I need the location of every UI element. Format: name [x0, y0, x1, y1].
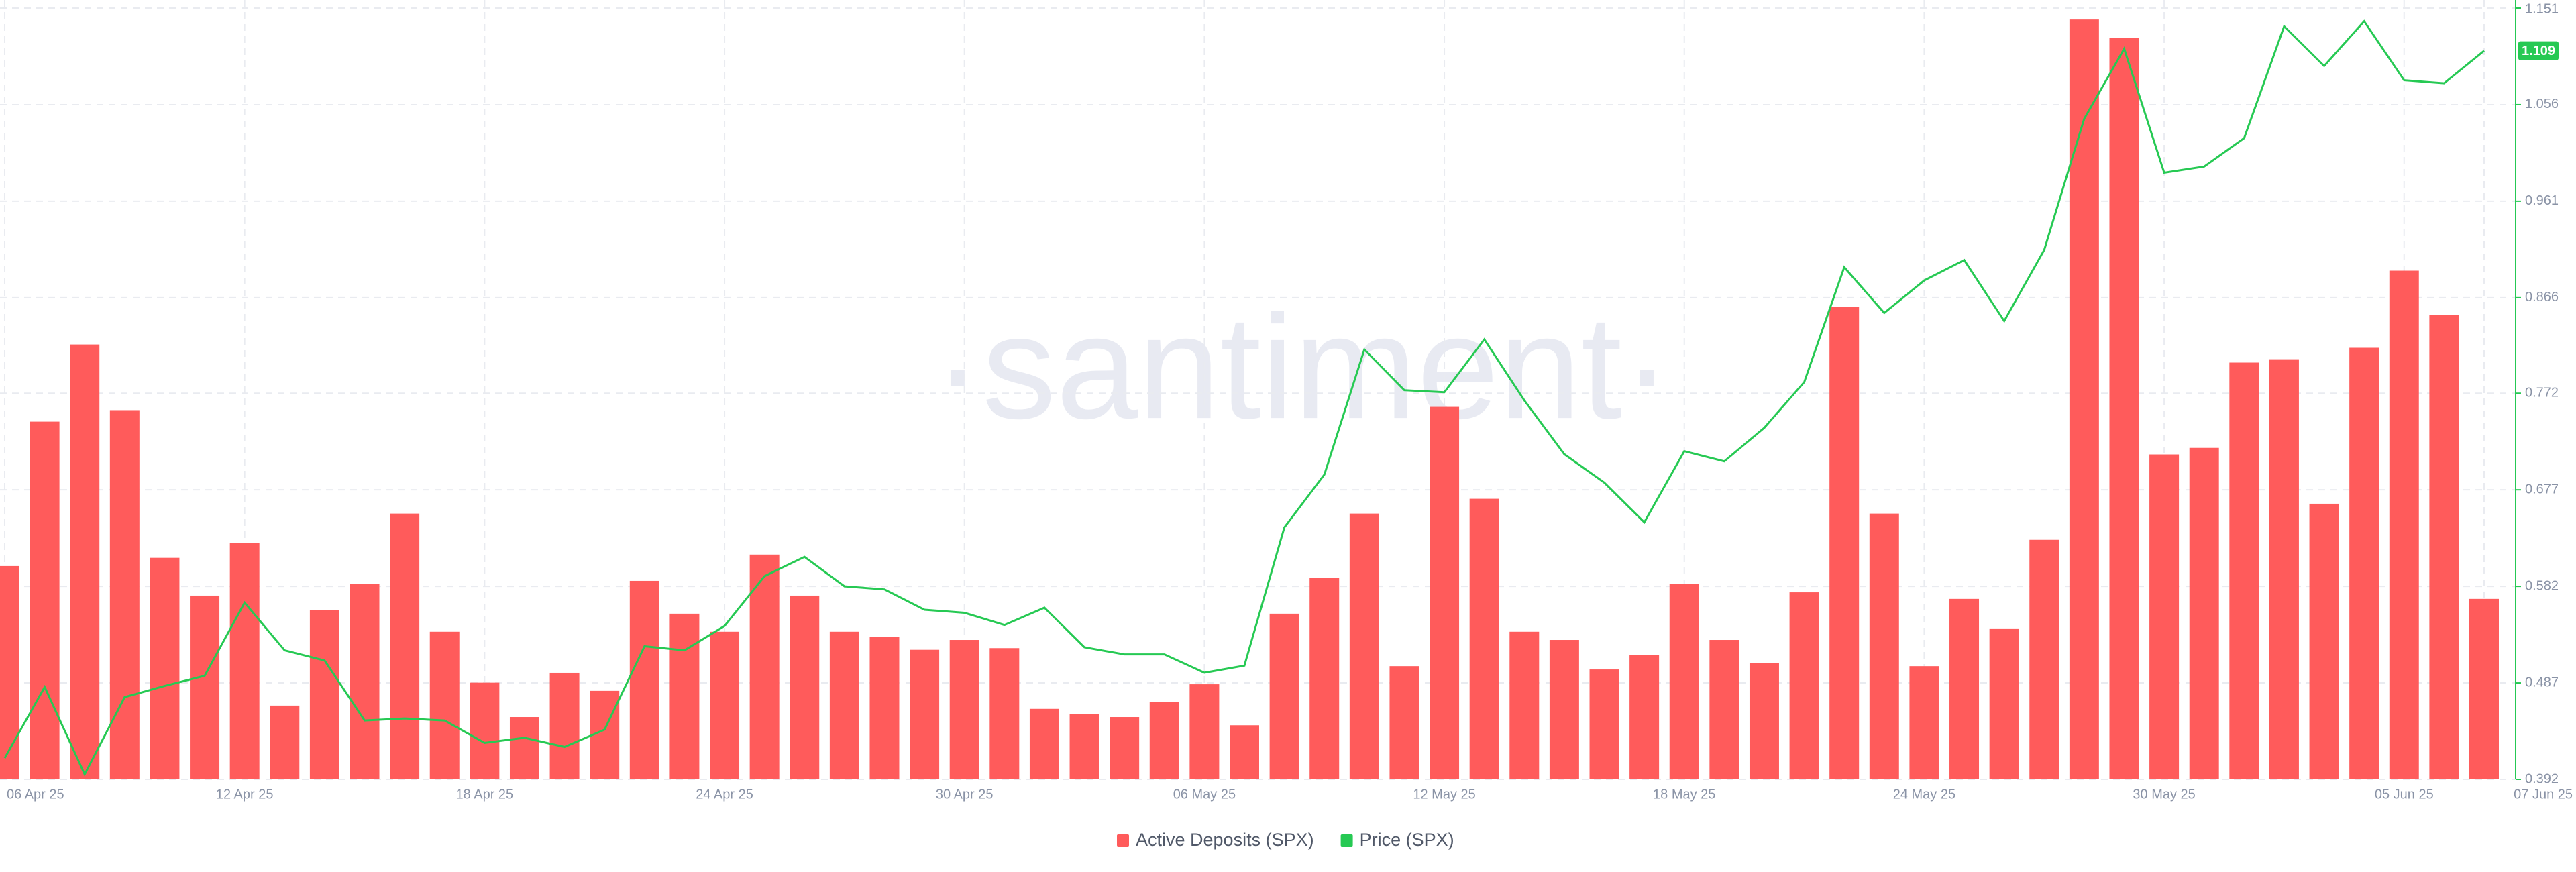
bar: [910, 649, 940, 779]
bar: [270, 705, 300, 779]
bar: [1110, 717, 1140, 779]
y2-tick-label: 0.866: [2525, 290, 2559, 305]
bar: [1269, 613, 1299, 779]
value-badge: [2518, 41, 2559, 60]
bar: [390, 513, 420, 779]
y2-tick-label: 0.392: [2525, 771, 2559, 786]
x-tick-label: 24 May 25: [1893, 787, 1955, 802]
bar: [1029, 708, 1059, 779]
bar: [190, 595, 220, 779]
y2-tick-label: 0.582: [2525, 578, 2559, 593]
bar: [509, 717, 539, 779]
bar: [70, 344, 100, 779]
bar: [2229, 362, 2259, 779]
y2-tick-label: 1.151: [2525, 1, 2559, 16]
bar: [1789, 592, 1819, 779]
x-tick-label: 18 Apr 25: [456, 787, 514, 802]
bar: [2349, 347, 2379, 779]
bar: [949, 640, 979, 779]
bar: [2469, 598, 2499, 779]
bar: [0, 565, 19, 779]
bar: [1629, 655, 1660, 779]
bar: [1949, 598, 1980, 779]
legend-swatch: [1340, 834, 1353, 847]
bar: [1469, 498, 1499, 779]
bar: [1230, 725, 1259, 779]
bar: [1989, 628, 2019, 779]
x-tick-label: 30 Apr 25: [936, 787, 994, 802]
bar: [429, 631, 460, 779]
bar: [2189, 447, 2219, 779]
bar: [30, 421, 60, 779]
bar: [1669, 584, 1699, 779]
bar: [1749, 663, 1779, 779]
bar: [1069, 714, 1099, 779]
x-tick-label: 18 May 25: [1653, 787, 1715, 802]
watermark: ·santiment·: [933, 284, 1671, 449]
x-tick-label: 05 Jun 25: [2375, 787, 2434, 802]
bar: [1189, 684, 1220, 779]
x-tick-label: 07 Jun 25: [2514, 787, 2573, 802]
bar: [1869, 513, 1899, 779]
bar: [2069, 19, 2099, 779]
y2-tick-label: 0.677: [2525, 482, 2559, 496]
bar: [2029, 539, 2059, 779]
bar: [1389, 666, 1419, 779]
legend-label: Active Deposits (SPX): [1136, 830, 1314, 850]
bar: [229, 543, 260, 779]
bar: [629, 580, 659, 779]
y2-tick-label: 0.772: [2525, 386, 2559, 400]
bar: [2309, 503, 2339, 779]
bar: [470, 682, 500, 779]
bar: [989, 648, 1020, 779]
bar: [829, 631, 859, 779]
legend-swatch: [1117, 834, 1129, 847]
y2-tick-label: 1.056: [2525, 97, 2559, 111]
bar: [590, 690, 620, 779]
plot-area: [0, 0, 2516, 780]
y2-tick-label: 0.961: [2525, 193, 2559, 208]
bar: [710, 631, 740, 779]
bar: [1430, 406, 1460, 779]
bar: [1549, 640, 1579, 779]
bar: [1709, 640, 1739, 779]
bar: [350, 584, 380, 779]
bar: [2109, 38, 2139, 779]
x-tick-label: 06 Apr 25: [7, 787, 64, 802]
bar: [790, 595, 820, 779]
bar: [2149, 454, 2180, 779]
bar: [2429, 315, 2459, 779]
bar: [309, 610, 339, 779]
bar: [869, 637, 900, 779]
bar: [549, 672, 580, 779]
legend: Active Deposits (SPX) Price (SPX): [1117, 830, 1454, 850]
bar: [1349, 513, 1379, 779]
price-line: [3, 19, 2485, 777]
bar: [1509, 631, 1540, 779]
bar: [2269, 359, 2299, 779]
x-tick-label: 12 Apr 25: [216, 787, 274, 802]
bar: [1149, 702, 1179, 779]
bar: [150, 557, 180, 779]
legend-label: Price (SPX): [1360, 830, 1454, 850]
x-tick-label: 12 May 25: [1413, 787, 1475, 802]
bar: [109, 410, 140, 779]
x-tick-label: 24 Apr 25: [696, 787, 753, 802]
bar: [2389, 270, 2419, 779]
bar: [669, 613, 700, 779]
bar: [1589, 669, 1619, 779]
x-tick-label: 06 May 25: [1173, 787, 1236, 802]
bar: [1309, 578, 1340, 779]
bar: [1909, 666, 1939, 779]
y2-tick-label: 0.487: [2525, 675, 2559, 690]
x-tick-label: 30 May 25: [2133, 787, 2195, 802]
value-badge-label: 1.109: [2522, 44, 2555, 58]
bar: [1829, 307, 1860, 779]
bar: [749, 554, 780, 779]
